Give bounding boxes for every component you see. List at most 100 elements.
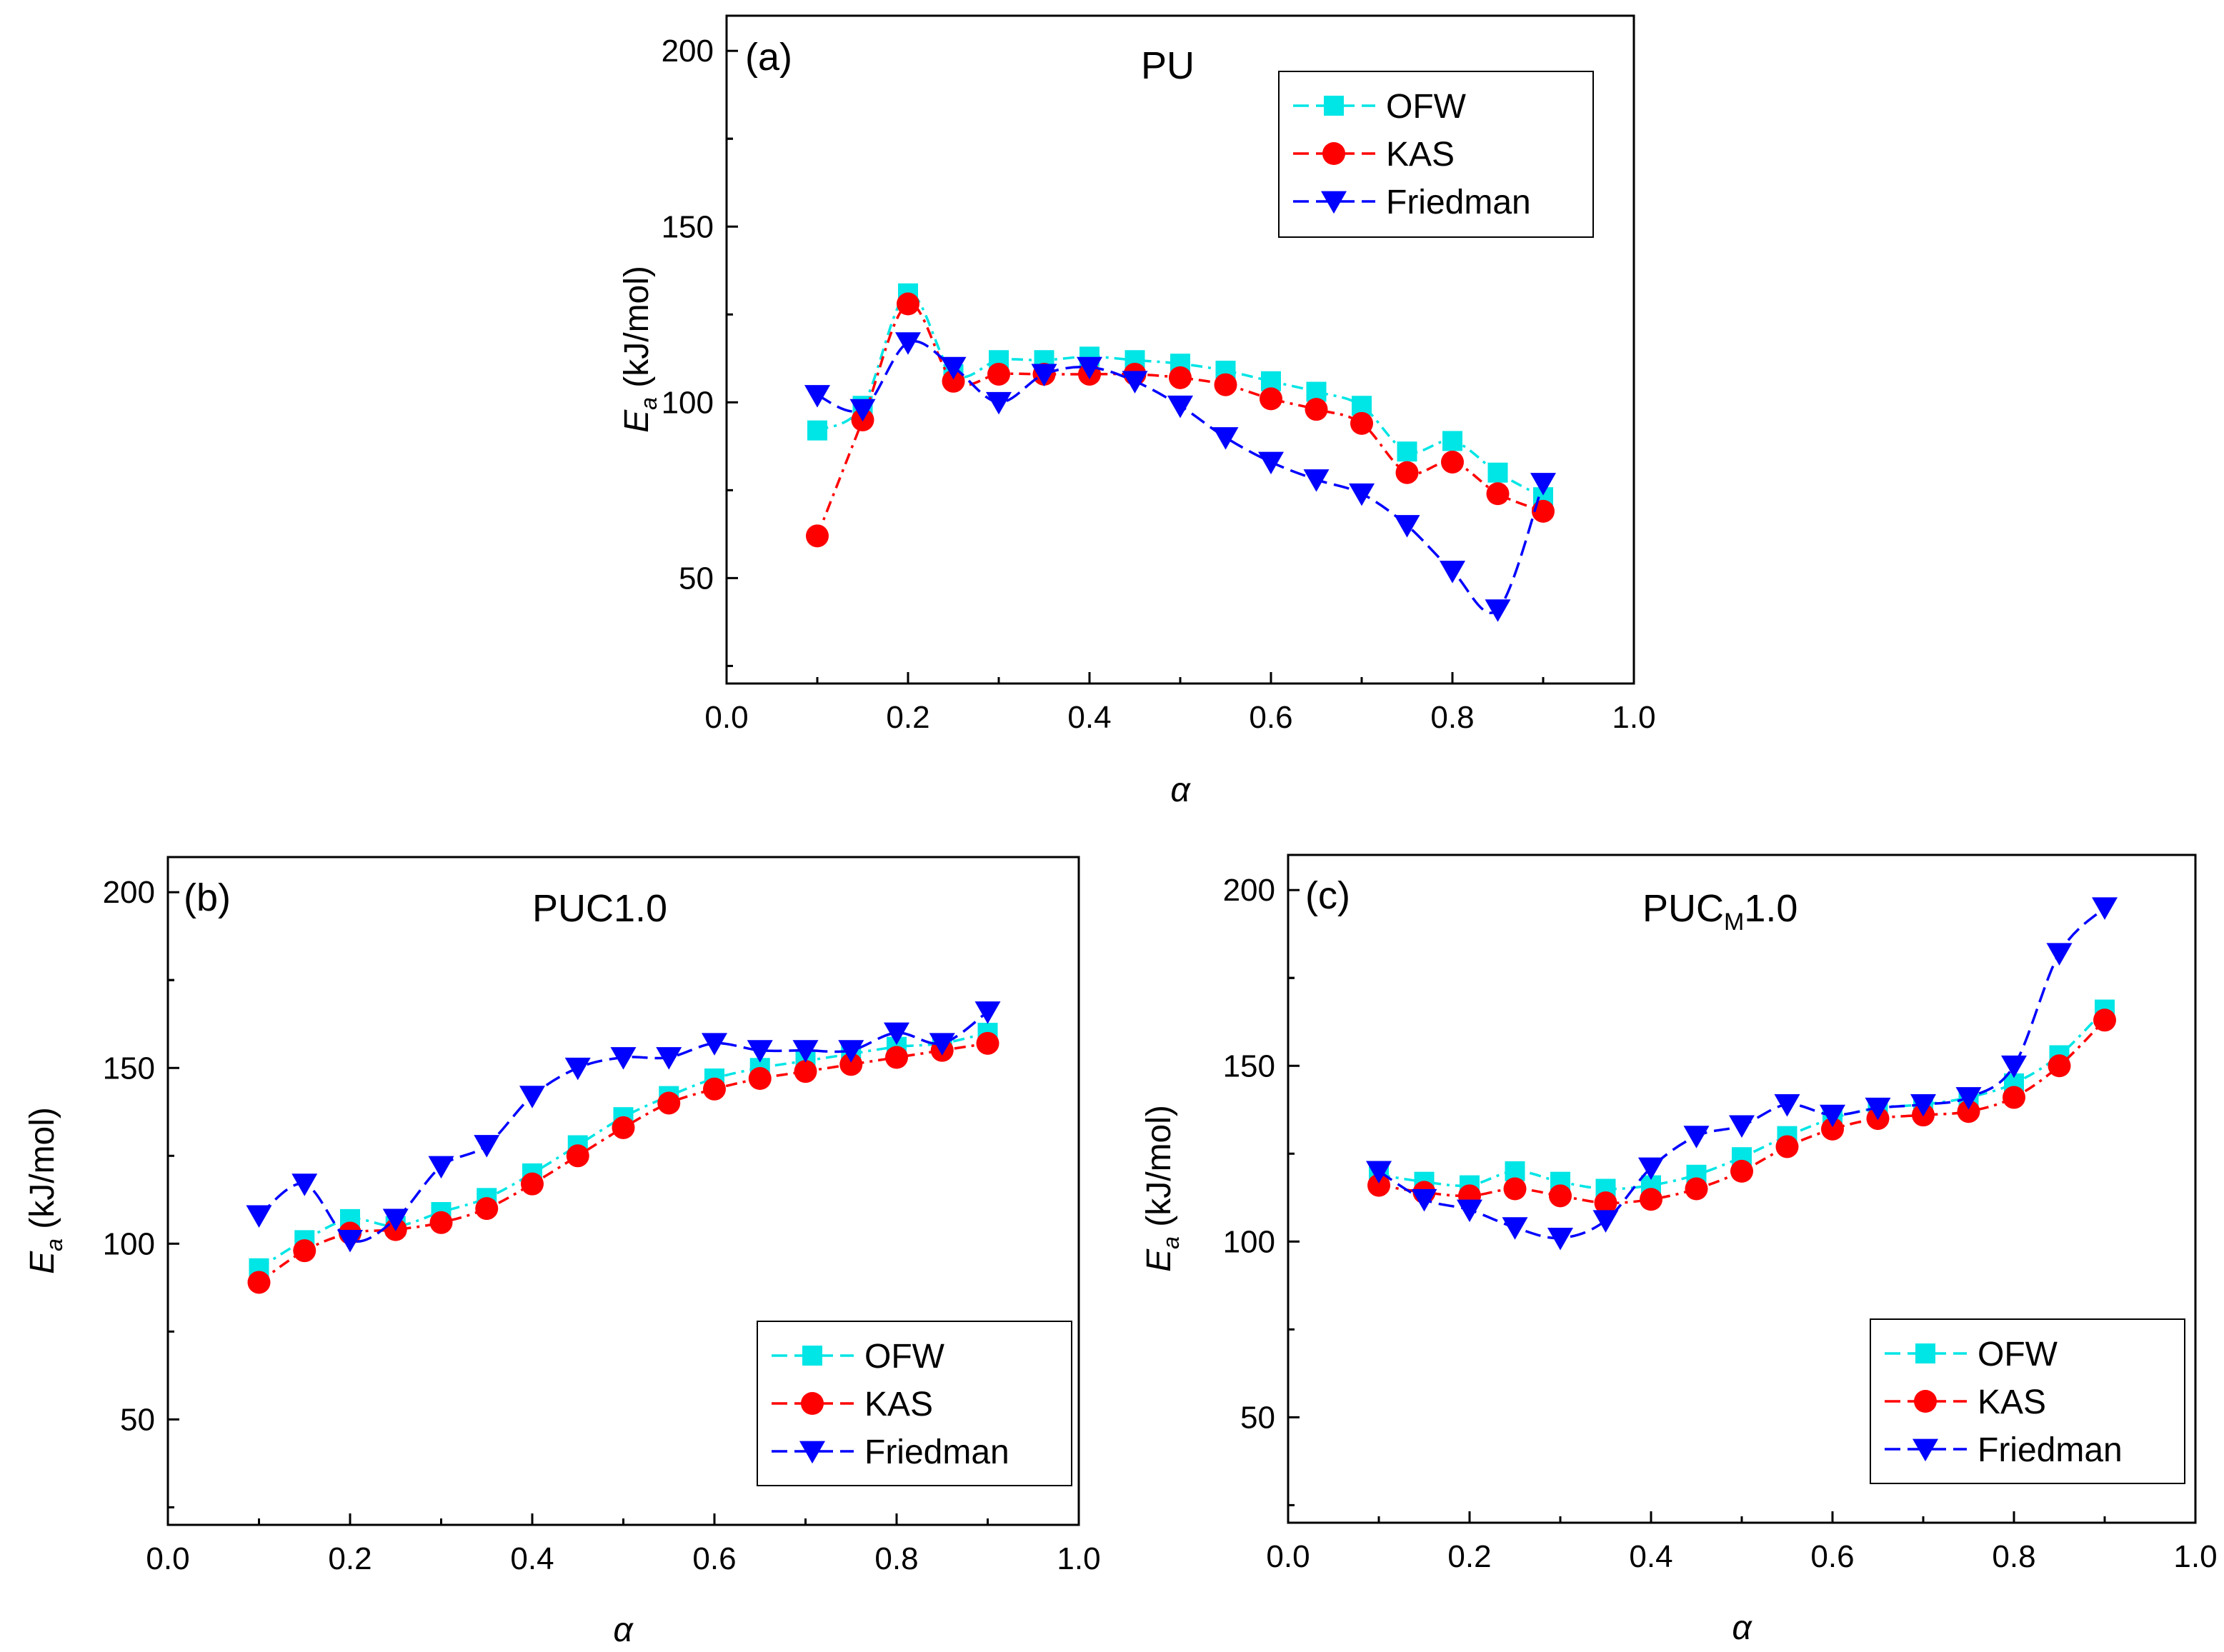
panel-b-xtick-label-4: 0.8 (874, 1541, 918, 1576)
panel-c-friedman-point-10 (1820, 1104, 1845, 1128)
panel-b-kas-line (258, 1042, 988, 1283)
panel-a-kas-point-11 (1305, 398, 1328, 421)
panel-c-ytick-label-2: 150 (1223, 1048, 1275, 1083)
panel-a-ylabel-main: E (618, 409, 656, 433)
panel-c-friedman-point-4 (1547, 1227, 1573, 1251)
panel-c-kas-point-5 (1594, 1191, 1617, 1215)
panel-c-legend-ofw-marker (1915, 1343, 1935, 1363)
panel-c-ylabel-sub: a (1158, 1236, 1184, 1249)
panel-a-friedman-point-3 (940, 356, 967, 380)
panel-c-ytick-label-0: 50 (1240, 1400, 1275, 1435)
panel-a-ylabel-sub: a (636, 397, 662, 410)
panel-b-friedman-point-8 (610, 1047, 637, 1070)
panel-b-friedman-point-6 (519, 1086, 545, 1108)
panel-b-xtick-label-1: 0.2 (328, 1541, 372, 1576)
panel-a-xlabel: α (1170, 771, 1191, 809)
panel-a-ticks: 0.0 0.2 0.4 0.6 0.8 1.0 50 100 150 200 (662, 34, 1656, 735)
panel-a-kas-point-12 (1350, 411, 1373, 435)
panel-c-ylabel-unit: (kJ/mol) (1140, 1105, 1178, 1236)
panel-a-xtick-label-1: 0.2 (886, 700, 929, 735)
panel-a-friedman-point-6 (1077, 356, 1102, 380)
panel-c-kas-point-15 (2048, 1054, 2071, 1078)
panel-b-ytick-label-0: 50 (120, 1402, 155, 1437)
panel-c-legend-kas-marker (1914, 1390, 1937, 1413)
panel-a-legend-friedman-marker (1321, 191, 1347, 214)
panel-b-ytick-label-1: 100 (103, 1226, 155, 1261)
panel-b-friedman-point-1 (291, 1173, 318, 1196)
panel-a-friedman-point-16 (1530, 473, 1556, 496)
panel-b-kas-point-7 (566, 1144, 589, 1168)
panel-a-ytick-label-2: 150 (662, 209, 714, 244)
panel-c-kas-point-7 (1685, 1177, 1708, 1201)
panel-b-xtick-label-5: 1.0 (1057, 1541, 1100, 1576)
panel-b-kas-point-9 (657, 1091, 681, 1115)
panel-c-xtick-label-4: 0.8 (1992, 1539, 2035, 1574)
panel-b-kas-point-5 (475, 1197, 499, 1221)
panel-c-friedman-point-3 (1502, 1217, 1528, 1240)
panel-c-friedman-point-8 (1729, 1115, 1755, 1138)
panel-b-friedman-point-13 (838, 1040, 864, 1063)
panel-c-series (1366, 897, 2118, 1251)
panel-a-ofw-point-14 (1442, 431, 1462, 451)
panel-a-kas-point-9 (1214, 373, 1237, 396)
panel-c-friedman-point-2 (1457, 1199, 1482, 1223)
panel-a-friedman-point-7 (1122, 371, 1148, 394)
panel-c-legend-kas-label: KAS (1978, 1383, 2046, 1421)
panel-b-friedman-point-3 (382, 1208, 409, 1231)
panel-b-friedman-point-16 (974, 1001, 1001, 1024)
panel-b-kas-point-8 (612, 1116, 635, 1139)
panel-a-ofw-point-15 (1487, 462, 1508, 483)
panel-c-kas-point-16 (2093, 1008, 2116, 1032)
panel-a-friedman-point-15 (1485, 599, 1511, 622)
panel-c-friedman-point-0 (1366, 1161, 1392, 1183)
panel-c-xtick-label-0: 0.0 (1266, 1539, 1310, 1574)
panel-b-series (246, 1001, 1001, 1294)
panel-c-title-sub: M (1724, 908, 1744, 936)
panel-b-legend-kas-marker (801, 1392, 824, 1415)
panel-b-friedman-point-10 (702, 1033, 727, 1056)
panel-c-kas-point-0 (1367, 1173, 1390, 1197)
panel-a-ytick-label-3: 200 (662, 34, 714, 69)
panel-b-ylabel-sub: a (41, 1238, 67, 1251)
panel-c-kas-point-3 (1503, 1177, 1527, 1201)
panel-b-friedman-line (258, 1011, 989, 1243)
panel-b-friedman-point-4 (428, 1156, 454, 1179)
panel-c-friedman-line (1378, 906, 2106, 1240)
panel-c-legend-friedman-label: Friedman (1978, 1431, 2123, 1469)
panel-a-ofw-point-13 (1397, 441, 1417, 462)
panel-a-friedman-point-14 (1440, 561, 1465, 584)
panel-b-xlabel: α (613, 1611, 634, 1649)
panel-b-kas-point-13 (839, 1053, 863, 1076)
panel-b-friedman-point-14 (884, 1022, 909, 1046)
panel-c-friedman-point-7 (1683, 1126, 1710, 1148)
panel-c-friedman-point-12 (1910, 1093, 1936, 1117)
panel-c-title-tail: 1.0 (1744, 887, 1797, 930)
panel-a-kas-point-15 (1486, 482, 1510, 506)
panel-c-friedman-point-6 (1638, 1157, 1664, 1181)
panel-a-label: (a) (745, 36, 792, 79)
panel-a-friedman-point-12 (1349, 483, 1375, 506)
panel-c-title-main: PUC (1642, 887, 1724, 930)
panel-a-series (804, 283, 1556, 622)
panel-c-xlabel: α (1732, 1609, 1752, 1647)
panel-a-legend-kas-label: KAS (1386, 136, 1455, 174)
panel-a-kas-point-3 (942, 369, 965, 393)
panel-a-friedman-point-10 (1258, 451, 1284, 475)
panel-c-ylabel-main: E (1140, 1248, 1178, 1272)
panel-c-friedman-point-14 (2001, 1055, 2027, 1078)
panel-c-kas-point-8 (1730, 1159, 1753, 1183)
panel-a-legend: OFW KAS Friedman (1278, 71, 1594, 238)
panel-c-kas-point-13 (1957, 1100, 1980, 1123)
panel-a-xtick-label-4: 0.8 (1430, 700, 1474, 735)
panel-c-ytick-label-3: 200 (1223, 873, 1275, 908)
panel-b-ytick-label-2: 150 (103, 1051, 155, 1086)
panel-a-ylabel-unit: (kJ/mol) (618, 266, 656, 397)
panel-c-friedman-point-16 (2092, 897, 2118, 920)
panel-a-xtick-label-2: 0.4 (1067, 700, 1111, 735)
panel-a-xtick-label-5: 1.0 (1612, 700, 1655, 735)
panel-a-legend-kas-marker (1322, 142, 1345, 165)
panel-c-legend: OFW KAS Friedman (1870, 1318, 2185, 1484)
panel-b-kas-point-6 (521, 1172, 544, 1196)
